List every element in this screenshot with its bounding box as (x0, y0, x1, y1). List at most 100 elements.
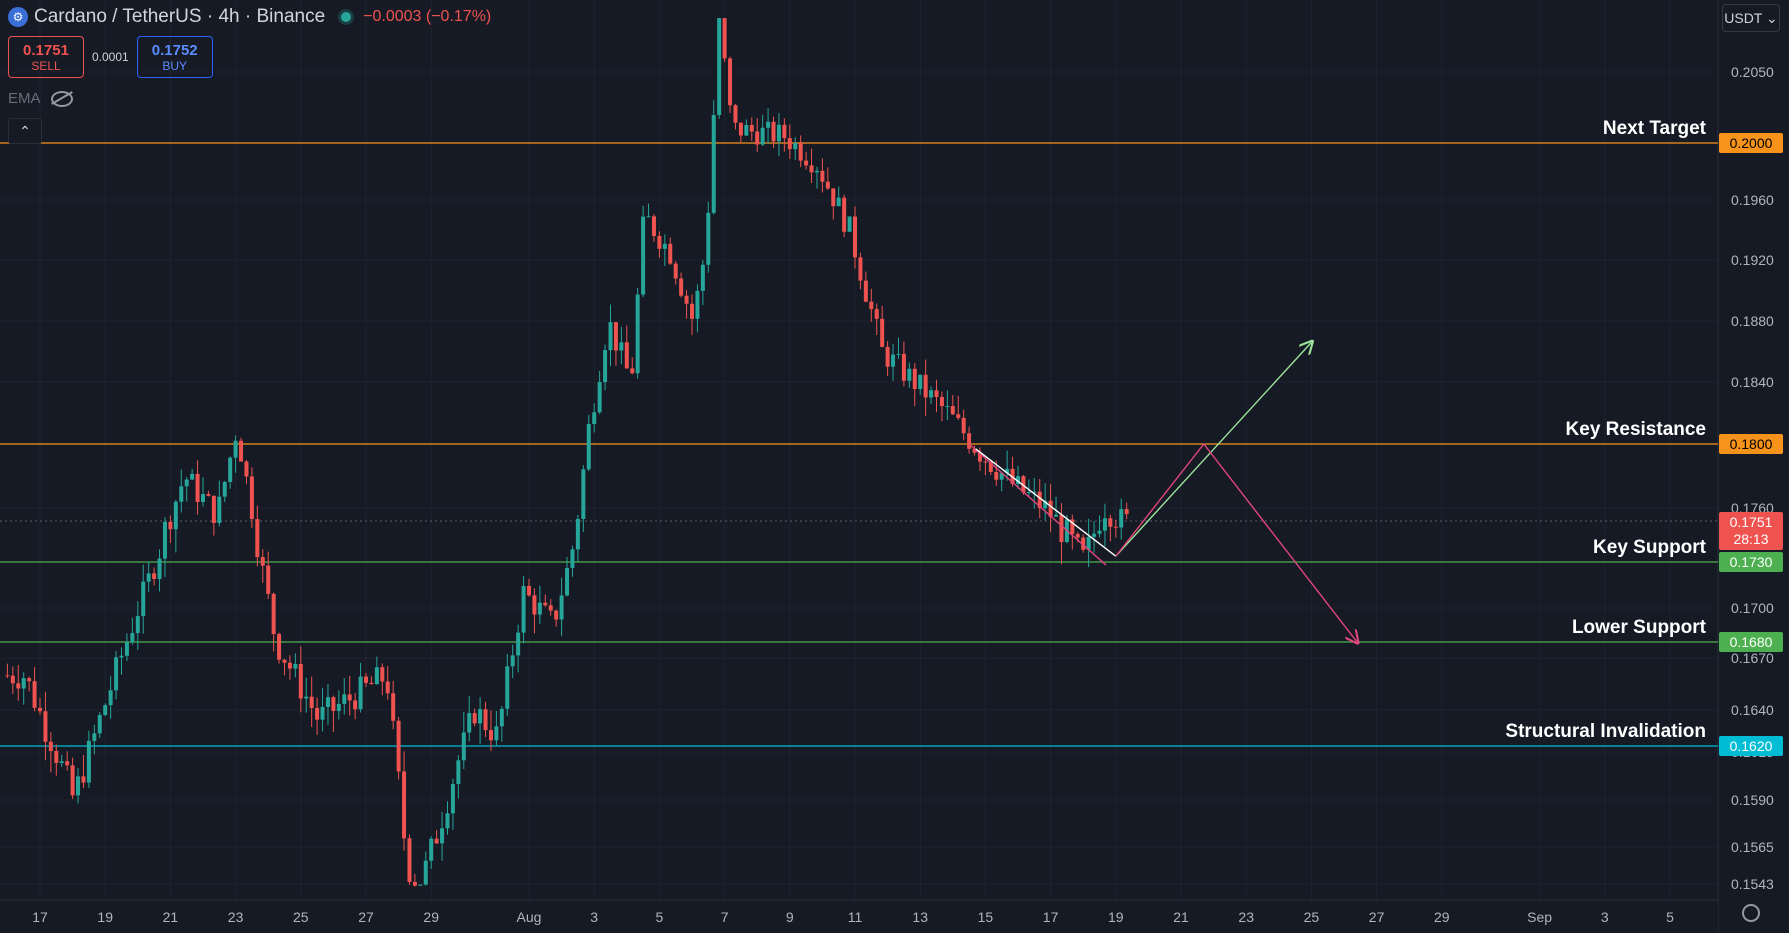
candle-body (755, 131, 760, 145)
candle-body (695, 290, 700, 319)
candle-body (744, 124, 749, 136)
candle-body (184, 479, 189, 487)
candle-body (124, 642, 129, 656)
candle-body (135, 616, 140, 634)
level-price-label: 0.1800 (1730, 436, 1773, 452)
candles (5, 18, 1129, 887)
candle-body (407, 838, 412, 882)
candle-body (1043, 500, 1048, 509)
candle-body (700, 264, 705, 291)
candle-body (1070, 519, 1075, 535)
candle-body (277, 634, 282, 660)
candle-body (1032, 491, 1037, 493)
candle-body (548, 605, 553, 611)
projection-arrow (1115, 342, 1312, 557)
cardano-logo-icon: ⚙ (8, 7, 28, 27)
candle-body (820, 170, 825, 182)
candle-body (771, 121, 776, 142)
candle-body (673, 263, 678, 279)
candle-body (896, 353, 901, 355)
level-label: Next Target (1603, 118, 1707, 139)
buy-button[interactable]: 0.1752 BUY (136, 36, 213, 78)
time-axis-bg (0, 901, 1718, 933)
sell-button[interactable]: 0.1751 SELL (8, 36, 84, 78)
collapse-legend-button[interactable]: ⌃ (8, 118, 42, 144)
candle-body (657, 235, 662, 249)
candle-body (374, 667, 379, 685)
y-tick-label: 0.1640 (1731, 702, 1774, 718)
candle-body (92, 733, 97, 741)
candle-body (173, 501, 178, 530)
candle-body (162, 521, 167, 559)
chart-header: ⚙ Cardano / TetherUS · 4h · Binance −0.0… (8, 6, 491, 28)
candle-body (358, 676, 363, 710)
candle-body (119, 655, 124, 658)
candle-body (141, 581, 146, 617)
candle-body (179, 486, 184, 502)
candle-body (43, 711, 48, 742)
candle-body (499, 708, 504, 727)
gear-icon[interactable] (1742, 904, 1760, 922)
currency-selector[interactable]: USDT ⌄ (1722, 4, 1780, 32)
level-label: Structural Invalidation (1505, 721, 1706, 742)
candle-body (168, 521, 173, 530)
candle-body (70, 765, 75, 796)
x-tick-label: 23 (228, 909, 244, 925)
candle-body (418, 884, 423, 886)
indicator-name[interactable]: EMA (8, 90, 41, 107)
y-tick-label: 0.1590 (1731, 792, 1774, 808)
candle-body (1048, 500, 1053, 517)
market-status-icon (341, 12, 352, 22)
candle-body (222, 481, 227, 497)
candle-body (722, 18, 727, 59)
candle-body (814, 170, 819, 173)
candle-body (684, 295, 689, 304)
candle-body (402, 771, 407, 839)
candle-body (988, 461, 993, 472)
candle-body (912, 368, 917, 389)
level-price-tag (1719, 632, 1783, 652)
symbol-title[interactable]: Cardano / TetherUS · 4h · Binance (34, 6, 326, 27)
x-tick-label: 15 (978, 909, 994, 925)
candle-body (10, 675, 15, 684)
candle-body (1005, 468, 1010, 474)
candle-body (967, 433, 972, 449)
candle-body (651, 216, 656, 236)
candle-body (711, 115, 716, 213)
candle-body (396, 720, 401, 772)
candle-body (65, 761, 70, 766)
x-tick-label: 23 (1238, 909, 1254, 925)
candle-body (206, 494, 211, 496)
candle-body (559, 595, 564, 620)
candle-body (706, 212, 711, 265)
candle-body (76, 776, 81, 796)
candle-body (298, 663, 303, 699)
candle-body (450, 784, 455, 814)
candle-body (201, 494, 205, 502)
candle-body (239, 440, 244, 462)
candle-body (945, 406, 950, 408)
level-price-label: 0.1620 (1730, 738, 1773, 754)
chevron-up-icon: ⌃ (19, 122, 31, 139)
candle-body (157, 558, 162, 579)
level-price-tag (1719, 133, 1783, 153)
candle-body (255, 518, 260, 558)
candle-body (429, 838, 434, 861)
candle-body (81, 776, 86, 783)
candle-body (565, 567, 570, 596)
eye-off-icon[interactable] (50, 90, 73, 107)
candle-body (488, 730, 493, 741)
candle-body (749, 124, 754, 132)
x-tick-label: 17 (32, 909, 48, 925)
y-tick-label: 0.1543 (1731, 876, 1774, 892)
level-label: Lower Support (1572, 617, 1707, 638)
candle-body (613, 322, 618, 351)
bar-countdown: 28:13 (1733, 531, 1768, 547)
candle-body (190, 473, 195, 480)
level-price-tag (1719, 552, 1783, 572)
candle-body (353, 700, 358, 710)
candle-body (16, 683, 21, 689)
x-tick-label: Aug (517, 909, 542, 925)
